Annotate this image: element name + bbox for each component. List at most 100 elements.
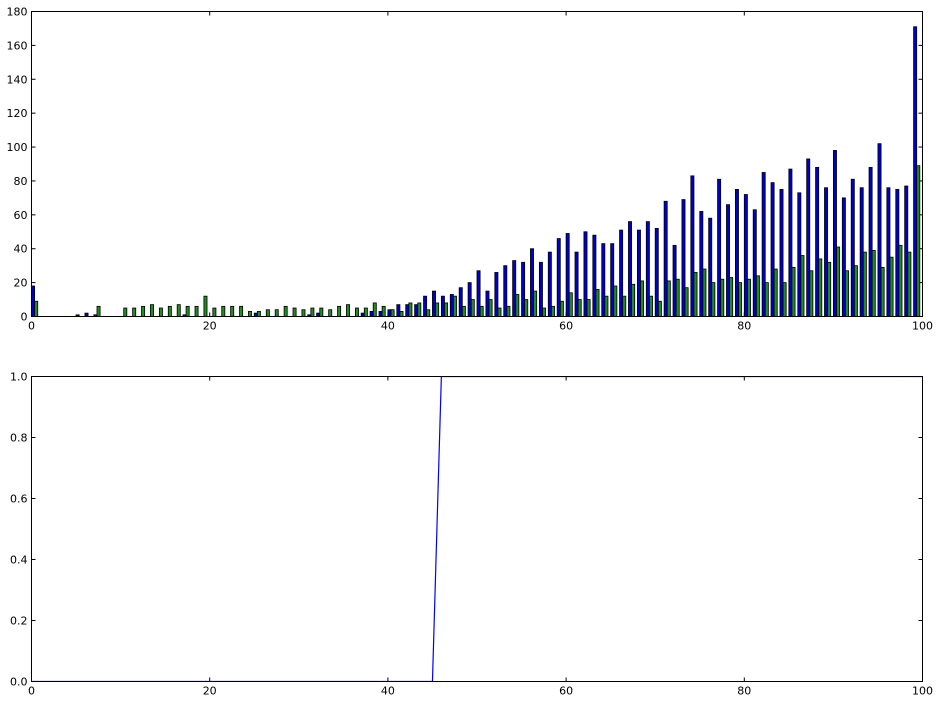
- cumulative-series-line: [31, 376, 923, 682]
- bar-series-0-bin-86: [797, 192, 802, 317]
- x-tick-label: 100: [912, 320, 933, 333]
- bar-series-0-bin-6: [84, 312, 89, 317]
- bar-series-0-bin-89: [824, 187, 829, 317]
- bar-series-1-bin-23: [239, 305, 244, 317]
- bar-series-0-bin-94: [868, 166, 873, 317]
- y-tick-label: 0.6: [10, 493, 28, 506]
- x-tick-label: 80: [737, 685, 751, 698]
- y-tick-label: 0.4: [10, 554, 28, 567]
- bar-series-1-bin-43: [417, 302, 422, 317]
- bar-series-1-bin-11: [132, 307, 137, 317]
- bar-series-1-bin-15: [167, 305, 172, 317]
- bar-series-1-bin-52: [497, 307, 502, 317]
- bar-series-1-bin-75: [702, 268, 707, 317]
- bar-series-0-bin-56: [530, 248, 534, 317]
- bar-series-1-bin-56: [533, 290, 538, 317]
- bar-series-0-bin-90: [833, 150, 837, 317]
- bar-series-1-bin-68: [640, 280, 645, 317]
- bar-series-0-bin-39: [378, 311, 383, 317]
- bar-series-1-bin-16: [176, 304, 181, 317]
- bar-series-0-bin-92: [850, 178, 855, 317]
- bar-series-1-bin-95: [880, 266, 885, 317]
- bar-series-1-bin-96: [889, 256, 894, 317]
- bar-series-1-bin-77: [720, 278, 725, 317]
- bar-series-0-bin-43: [414, 304, 419, 317]
- bar-series-0-bin-69: [645, 221, 650, 317]
- bar-series-0-bin-66: [619, 229, 624, 317]
- bar-series-1-bin-88: [818, 258, 823, 317]
- x-tick-label: 80: [737, 320, 751, 333]
- bar-series-1-bin-83: [773, 268, 778, 317]
- bar-series-0-bin-44: [423, 295, 428, 317]
- x-tick-label: 20: [203, 685, 217, 698]
- bar-series-0-bin-51: [485, 290, 490, 317]
- bar-series-0-bin-61: [574, 251, 579, 317]
- bar-series-0-bin-98: [904, 185, 909, 317]
- bar-series-0-bin-73: [681, 199, 686, 317]
- bar-series-0-bin-63: [592, 234, 597, 317]
- histogram-chart: 0 20 40 60 80 100 0 20 40 60 80 100 120 140 160 180: [7, 6, 934, 333]
- bar-series-1-bin-0: [34, 300, 39, 317]
- bar-series-0-bin-38: [369, 311, 374, 317]
- bar-series-0-bin-40: [387, 309, 392, 317]
- bar-series-0-bin-42: [405, 304, 410, 317]
- bar-series-1-bin-19: [203, 295, 208, 317]
- bar-series-0-bin-25: [253, 312, 258, 317]
- bar-series-1-bin-53: [506, 305, 511, 317]
- y-tick-label: 0.8: [10, 432, 28, 445]
- x-tick-label: 60: [559, 320, 573, 333]
- bar-series-0-bin-81: [752, 209, 757, 317]
- bar-series-1-bin-90: [836, 246, 841, 317]
- bar-series-0-bin-85: [788, 168, 793, 317]
- bar-series-1-bin-63: [595, 288, 600, 317]
- bar-series-1-bin-67: [631, 283, 636, 317]
- bar-series-1-bin-69: [649, 295, 653, 317]
- bar-series-1-bin-30: [301, 309, 306, 317]
- y-tick-label: 180: [7, 6, 28, 19]
- bar-series-0-bin-49: [467, 282, 472, 317]
- bar-series-1-bin-36: [354, 307, 359, 317]
- plot-frame: [31, 376, 923, 682]
- bar-series-1-bin-97: [898, 244, 903, 317]
- bar-series-1-bin-13: [150, 304, 154, 317]
- x-tick-label: 60: [559, 685, 573, 698]
- bar-series-1-bin-20: [212, 307, 217, 317]
- bar-series-1-bin-47: [452, 295, 457, 317]
- bar-series-0-bin-70: [654, 227, 659, 317]
- bar-series-1-bin-72: [675, 278, 680, 317]
- bar-series-1-bin-48: [461, 305, 466, 317]
- x-tick-label: 100: [912, 685, 933, 698]
- bar-series-1-bin-35: [346, 304, 350, 317]
- bar-series-1-bin-60: [568, 292, 573, 317]
- bar-series-1-bin-49: [470, 299, 475, 317]
- bar-series-0-bin-80: [743, 194, 748, 317]
- bar-series-1-bin-40: [390, 309, 395, 317]
- bar-series-1-bin-18: [194, 305, 199, 317]
- bar-series-1-bin-91: [845, 270, 849, 317]
- bar-series-0-bin-72: [672, 244, 677, 317]
- bar-series-0-bin-55: [521, 261, 526, 317]
- bar-series-0-bin-99: [913, 26, 918, 317]
- bar-series-1-bin-25: [256, 311, 261, 317]
- bar-series-1-bin-62: [586, 299, 591, 317]
- bar-series-1-bin-51: [488, 299, 493, 317]
- y-tick-label: 160: [7, 39, 28, 52]
- y-tick-label: 60: [14, 209, 28, 222]
- cumulative-line-chart: 0 20 40 60 80 100 0.0 0.2 0.4 0.6 0.8 1.0: [10, 371, 933, 698]
- bar-series-1-bin-42: [408, 302, 413, 317]
- bar-series-0-bin-65: [610, 243, 615, 317]
- y-tick-label: 100: [7, 141, 28, 154]
- bar-series-0-bin-84: [779, 189, 784, 317]
- y-tick-label: 40: [14, 243, 28, 256]
- bar-series-0-bin-79: [734, 189, 739, 317]
- y-tick-label: 120: [7, 107, 28, 120]
- bar-series-1-bin-22: [230, 305, 235, 317]
- bar-series-0-bin-76: [708, 217, 713, 317]
- bar-series-1-bin-21: [221, 305, 226, 317]
- y-tick-label: 140: [7, 73, 28, 86]
- bar-series-0-bin-53: [503, 265, 508, 317]
- bar-series-0-bin-50: [476, 270, 481, 317]
- bar-series-1-bin-32: [319, 307, 324, 317]
- bar-series-1-bin-74: [693, 272, 698, 317]
- bar-series-1-bin-65: [613, 285, 618, 317]
